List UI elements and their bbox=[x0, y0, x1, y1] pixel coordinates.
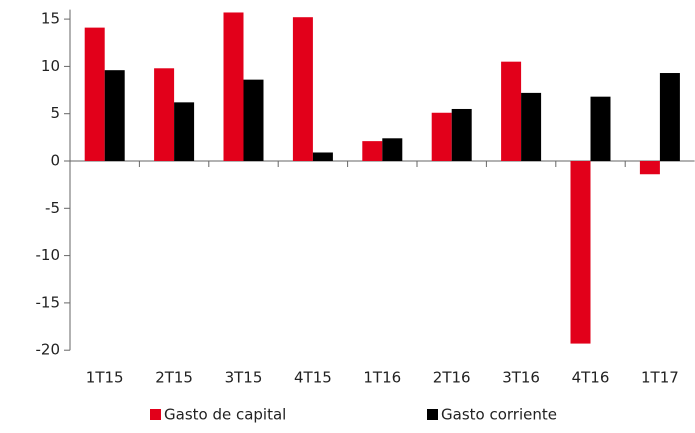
x-tick-label: 2T16 bbox=[433, 369, 471, 387]
bar bbox=[174, 102, 195, 161]
x-tick-label: 3T15 bbox=[225, 369, 263, 387]
bar bbox=[84, 27, 105, 162]
legend-label: Gasto corriente bbox=[441, 406, 557, 424]
x-tick-label: 2T15 bbox=[155, 369, 193, 387]
bar bbox=[639, 161, 660, 175]
y-tick-label: 5 bbox=[50, 104, 60, 122]
y-tick-label: 10 bbox=[41, 57, 60, 75]
legend-swatch bbox=[150, 409, 161, 420]
x-tick-label: 1T16 bbox=[363, 369, 401, 387]
bar bbox=[104, 70, 125, 161]
bar bbox=[590, 96, 611, 161]
x-tick-label: 1T15 bbox=[86, 369, 124, 387]
bar bbox=[223, 12, 244, 162]
bar bbox=[659, 73, 680, 161]
bar bbox=[362, 141, 383, 161]
bar bbox=[243, 79, 264, 161]
bar bbox=[570, 161, 591, 344]
y-tick-label: -20 bbox=[36, 341, 61, 359]
bar bbox=[431, 112, 452, 161]
bar bbox=[312, 152, 333, 161]
legend-label: Gasto de capital bbox=[164, 406, 286, 424]
x-tick-label: 4T15 bbox=[294, 369, 332, 387]
bar bbox=[451, 108, 472, 161]
y-tick-label: -5 bbox=[45, 199, 60, 217]
x-tick-label: 4T16 bbox=[572, 369, 610, 387]
bar bbox=[382, 138, 403, 161]
y-tick-label: 15 bbox=[41, 10, 60, 28]
x-tick-label: 3T16 bbox=[502, 369, 540, 387]
y-tick-label: -10 bbox=[36, 246, 61, 264]
bar bbox=[292, 17, 313, 161]
x-tick-label: 1T17 bbox=[641, 369, 679, 387]
legend-swatch bbox=[427, 409, 438, 420]
y-tick-label: -15 bbox=[36, 293, 61, 311]
y-tick-label: 0 bbox=[50, 152, 60, 170]
bar bbox=[501, 61, 522, 161]
bar bbox=[154, 68, 175, 161]
bar bbox=[521, 92, 542, 161]
